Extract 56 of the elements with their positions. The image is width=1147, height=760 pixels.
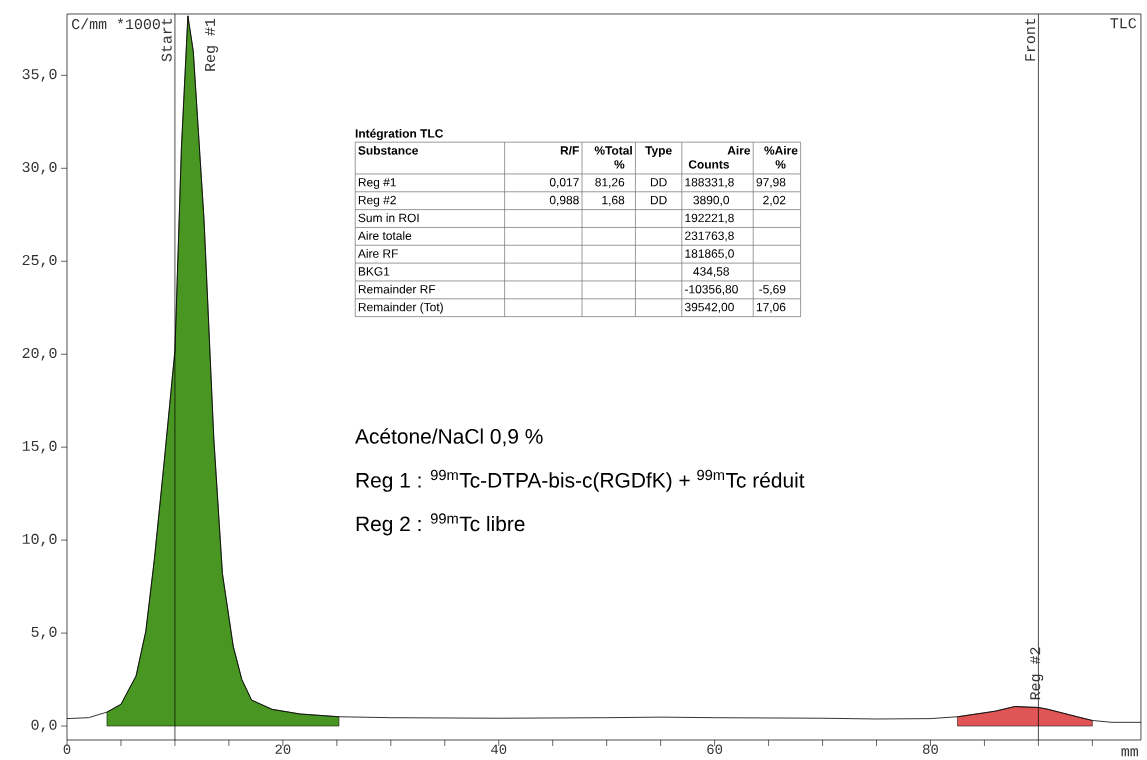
annotation: 39542,00 [684, 302, 734, 313]
x-axis-title: mm [1121, 748, 1138, 757]
annotation: Remainder (Tot) [358, 302, 443, 314]
annotation: 0,988 [549, 195, 579, 206]
annotation: Aire RF [357, 249, 398, 258]
annotation: 81,26 [595, 178, 625, 188]
annotation: Intégration TLC [355, 128, 444, 141]
annotation: Reg 2 : $^{99m}$Tc libre [356, 513, 525, 536]
x-tick-label: 0 [63, 744, 71, 754]
annotation: Substance [358, 145, 418, 155]
y-tick-label: 5,0 [31, 626, 57, 640]
y-tick-label: 20,0 [22, 347, 57, 361]
annotation: 17,06 [756, 302, 786, 313]
annotation: %Aire % [764, 145, 798, 169]
annotation: 188331,8 [685, 178, 734, 188]
chart-title: TLC [1110, 18, 1137, 29]
annotation: Reg #2 [358, 195, 396, 207]
annotation: Aire totale [357, 231, 412, 240]
annotation: 181865,0 [685, 249, 734, 260]
annotation: Type [645, 146, 672, 158]
x-tick-label: 60 [707, 744, 723, 754]
annotation: Sum in ROI [358, 213, 419, 223]
annotation: 1,68 [602, 195, 625, 206]
y-axis-title: C/mm *1000 [72, 18, 160, 30]
y-tick-label: 0,0 [31, 719, 57, 733]
annotation: Acétone/NaCl 0,9 % [355, 428, 543, 447]
annotation: 3890,0 [693, 195, 730, 206]
annotation: 0,017 [549, 178, 579, 188]
annotation: BKG1 [358, 267, 390, 276]
annotation: Reg #1 [205, 18, 219, 71]
annotation: -5,69 [759, 285, 786, 295]
y-tick-label: 35,0 [22, 69, 57, 82]
annotation: Reg #2 [1030, 647, 1044, 700]
ref-line-label: Front [1025, 18, 1036, 61]
x-tick-label: 80 [923, 744, 938, 754]
annotation: Aire Counts [688, 145, 751, 169]
annotation: R/F [560, 145, 579, 155]
annotation: 2,02 [763, 195, 786, 206]
annotation: -10356,80 [685, 285, 738, 295]
annotation: 231763,8 [685, 231, 734, 242]
annotation: DD [650, 178, 667, 187]
y-tick-label: 30,0 [22, 161, 57, 175]
annotation: Reg #1 [358, 178, 396, 189]
y-tick-label: 15,0 [22, 440, 57, 454]
ref-line-label: Start [161, 18, 172, 62]
annotation: Remainder RF [358, 284, 436, 294]
annotation: Reg 1 : $^{99m}$Tc-DTPA-bis-c(RGDfK) + $^{99m}$Tc réduit [356, 469, 805, 492]
annotation: 192221,8 [685, 213, 734, 224]
y-tick-label: 10,0 [22, 533, 57, 547]
y-tick-label: 25,0 [22, 254, 57, 268]
annotation: DD [650, 195, 667, 205]
x-tick-label: 20 [275, 744, 291, 754]
x-tick-label: 40 [491, 744, 507, 754]
annotation: 434,58 [693, 267, 729, 278]
annotation: 97,98 [756, 178, 786, 188]
annotation: %Total % [594, 145, 632, 169]
